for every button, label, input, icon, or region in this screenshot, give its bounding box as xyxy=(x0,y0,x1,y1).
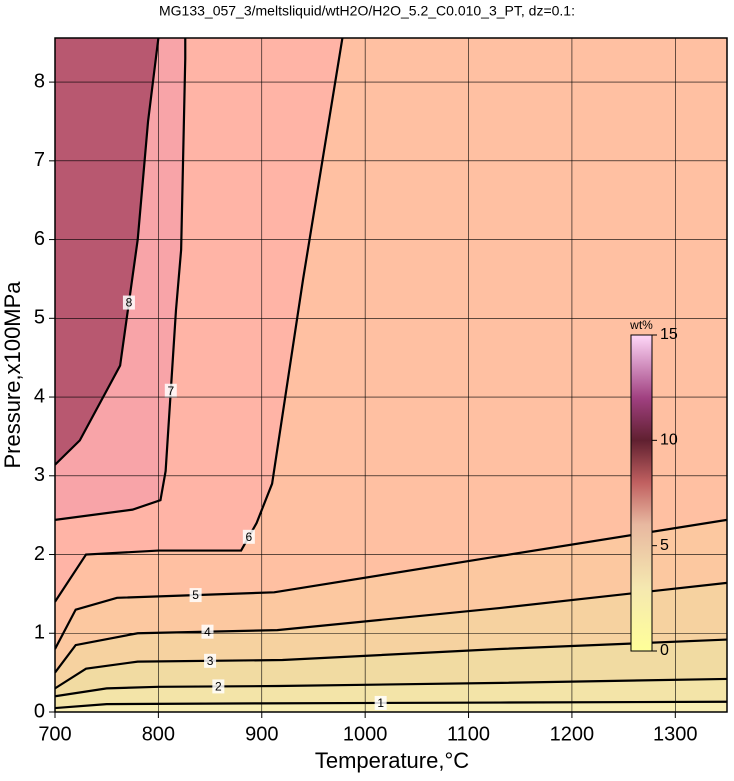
contour-fill xyxy=(55,38,159,465)
contour-label-box xyxy=(122,295,135,310)
contour-label: 4 xyxy=(204,625,211,639)
contour-label-box xyxy=(212,679,225,694)
y-tick-label: 4 xyxy=(34,385,45,407)
colorbar-tick-label: 10 xyxy=(660,432,678,449)
contour-label-box xyxy=(242,529,255,544)
x-tick-label: 1300 xyxy=(653,723,698,745)
contour-label-box xyxy=(374,695,387,710)
y-tick-label: 0 xyxy=(34,700,45,722)
y-tick-label: 1 xyxy=(34,622,45,644)
colorbar-label: wt% xyxy=(629,318,653,332)
contour-label: 5 xyxy=(192,588,199,602)
contour-label: 1 xyxy=(377,696,384,710)
x-tick-label: 900 xyxy=(245,723,278,745)
x-tick-label: 1100 xyxy=(447,723,490,745)
y-axis-label: Pressure,x100MPa xyxy=(0,281,25,469)
frame xyxy=(54,37,728,713)
y-tick-label: 8 xyxy=(34,70,45,92)
contour-label-box xyxy=(201,624,214,639)
y-tick-label: 7 xyxy=(34,149,45,171)
colorbar xyxy=(630,334,653,652)
contour-label: 7 xyxy=(167,384,174,398)
y-tick-label: 3 xyxy=(34,464,45,486)
x-tick-label: 800 xyxy=(142,723,175,745)
contour-label: 6 xyxy=(246,530,253,544)
colorbar-tick-label: 5 xyxy=(660,537,669,554)
x-tick-label: 700 xyxy=(38,723,71,745)
contour-label: 3 xyxy=(207,654,214,668)
chart-title: MG133_057_3/meltsliquid/wtH2O/H2O_5.2_C0… xyxy=(159,3,575,19)
colorbar-tick-label: 15 xyxy=(660,326,678,343)
y-tick-label: 6 xyxy=(34,228,45,250)
contour-label-box xyxy=(164,383,177,398)
x-tick-label: 1200 xyxy=(550,723,595,745)
overlay: 700 800 900 1000 1100 1200 1300012345678wt%051… xyxy=(34,37,728,745)
x-axis-label: Temperature,°C xyxy=(315,748,469,773)
colorbar-tick-label: 0 xyxy=(660,642,669,659)
contour-label: 8 xyxy=(126,296,133,310)
contour-label-box xyxy=(189,588,202,603)
contour-label-box xyxy=(204,653,217,668)
y-tick-label: 5 xyxy=(34,307,45,329)
contour-label: 2 xyxy=(215,680,222,694)
x-tick-label: 1000 xyxy=(343,723,388,745)
y-tick-label: 2 xyxy=(34,543,45,565)
